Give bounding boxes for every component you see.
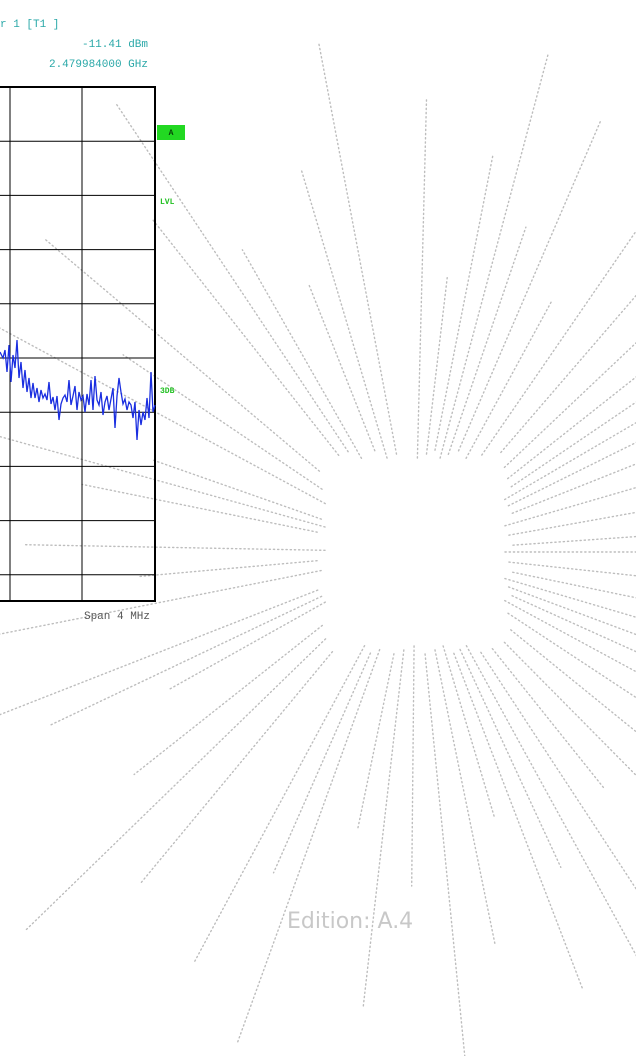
ray — [49, 595, 323, 726]
ray — [24, 544, 326, 552]
ray — [416, 97, 428, 459]
span: Span 4 MHz — [84, 611, 150, 623]
label-a: A — [169, 129, 174, 138]
ray — [122, 354, 323, 490]
ray — [510, 629, 636, 733]
marker-level: -11.41 dBm — [82, 39, 148, 51]
ray — [507, 612, 636, 699]
ray — [511, 595, 636, 653]
ray — [150, 458, 323, 520]
ray — [140, 651, 334, 884]
center-square — [330, 462, 500, 642]
ray — [504, 599, 636, 673]
screen-frame — [0, 86, 156, 602]
ray — [481, 229, 636, 456]
ray — [241, 249, 363, 459]
ray — [236, 648, 381, 1046]
ray — [362, 649, 405, 1009]
ray — [167, 601, 326, 691]
ray — [23, 638, 327, 933]
ray — [504, 577, 636, 618]
ray — [272, 652, 372, 874]
ray — [133, 624, 323, 776]
ray — [512, 535, 636, 546]
ray — [442, 645, 496, 820]
ray — [317, 40, 398, 455]
ray — [0, 435, 326, 528]
marker-frequency: 2.479984000 GHz — [49, 59, 148, 71]
ray — [500, 294, 636, 454]
ray — [424, 653, 466, 1056]
label-a-box — [157, 125, 185, 140]
ray — [0, 327, 326, 505]
ray — [491, 647, 606, 790]
ray — [507, 441, 636, 507]
ray — [307, 282, 376, 452]
marker-label: r 1 [T1 ] — [0, 19, 59, 31]
ray — [193, 645, 366, 964]
ray — [503, 641, 636, 777]
ray — [510, 401, 636, 488]
ray — [508, 561, 636, 577]
ray — [507, 586, 636, 636]
edition: Edition: A.4 — [287, 909, 413, 934]
ray — [0, 589, 319, 716]
ray — [480, 651, 636, 890]
ray — [410, 645, 415, 887]
ray — [300, 169, 388, 459]
screen-grid — [0, 86, 156, 602]
ray — [507, 376, 636, 480]
ray — [0, 569, 322, 635]
ray — [114, 101, 349, 453]
ray — [356, 653, 395, 831]
ray — [439, 51, 550, 459]
trace — [0, 339, 156, 441]
ray — [504, 486, 636, 527]
ray — [152, 219, 340, 456]
ray — [137, 560, 318, 578]
label-lvl: LVL — [160, 198, 175, 207]
ray — [504, 421, 636, 501]
ray — [508, 511, 636, 536]
ray — [434, 155, 494, 451]
ray — [453, 652, 584, 991]
ray — [465, 645, 636, 957]
ray — [511, 463, 636, 514]
ray — [459, 648, 562, 868]
ray — [43, 238, 321, 472]
decoration-rays — [0, 40, 636, 1056]
ray — [457, 119, 602, 452]
ray — [465, 299, 553, 459]
label-3db: 3DB — [160, 387, 175, 396]
ray — [434, 649, 496, 945]
ray — [425, 274, 449, 455]
